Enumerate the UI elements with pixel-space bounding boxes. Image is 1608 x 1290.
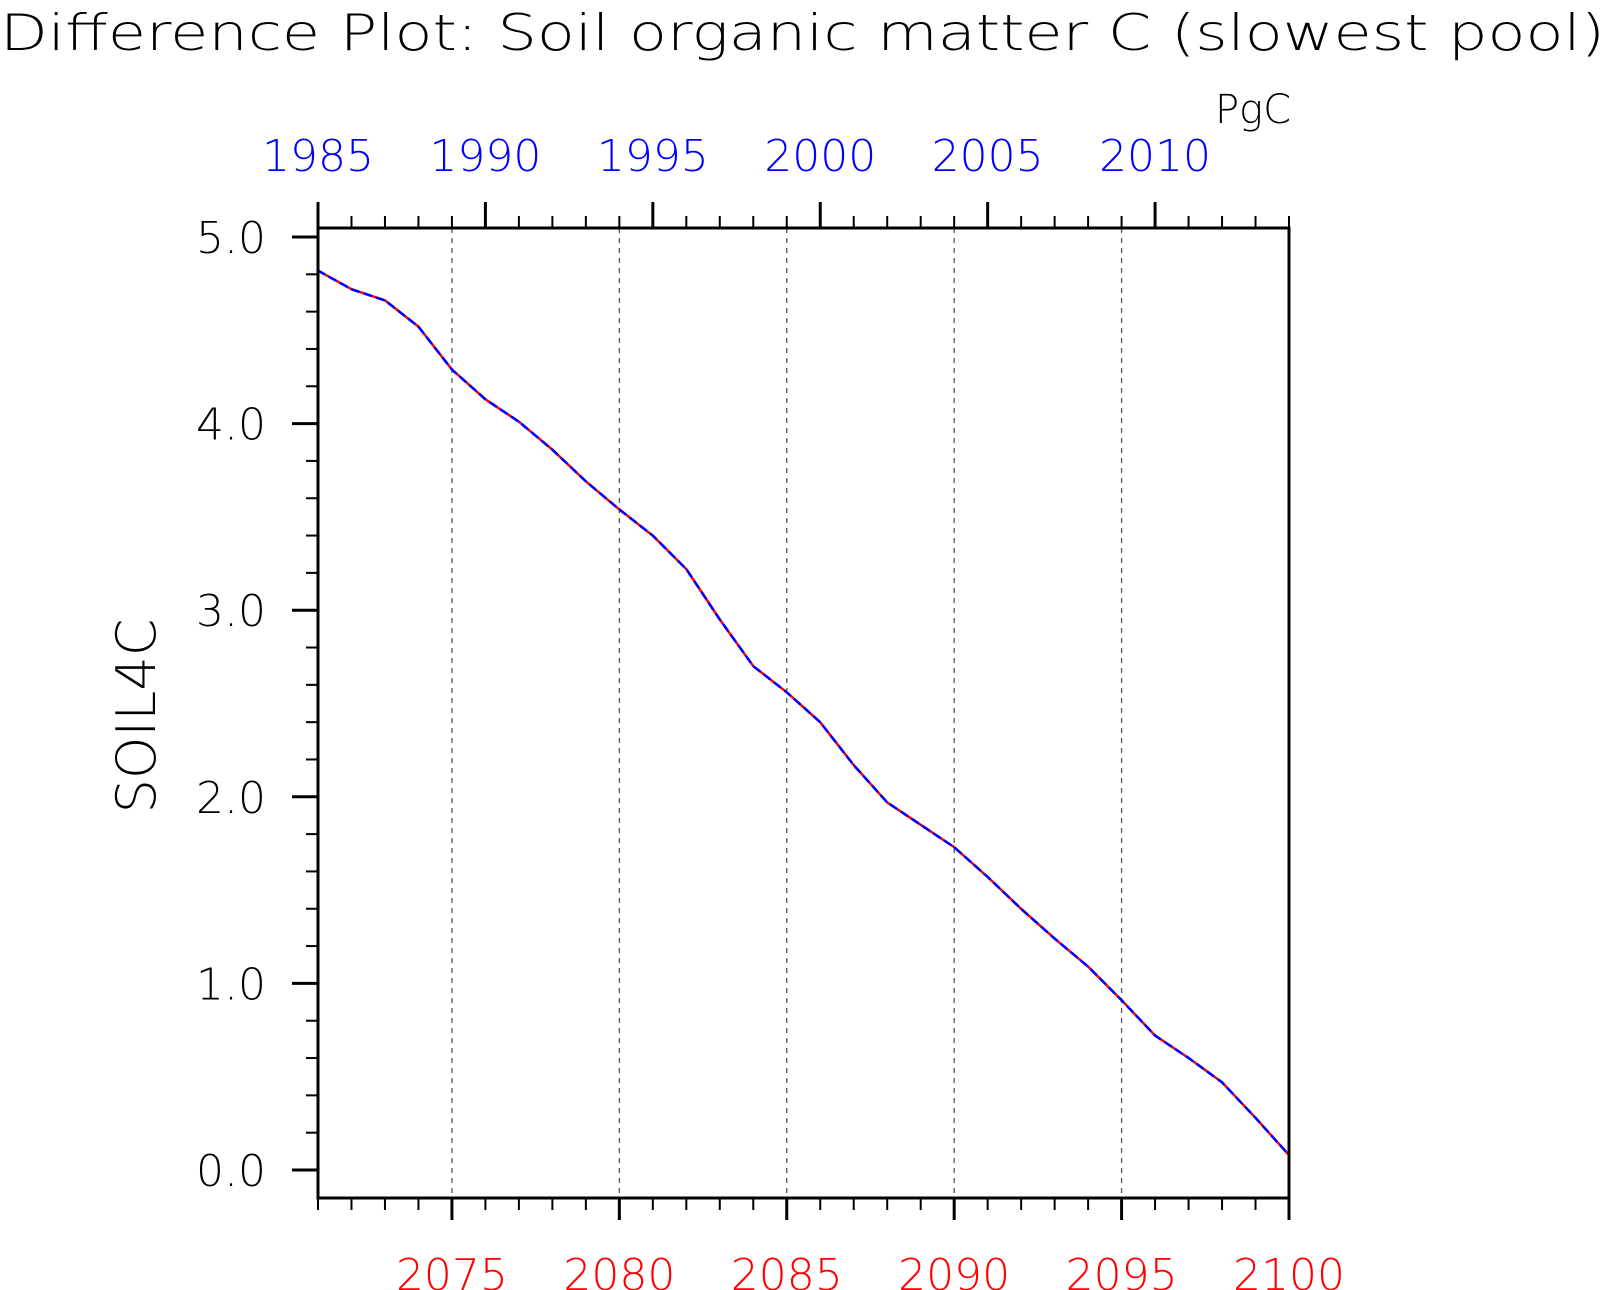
data-point xyxy=(919,824,922,826)
data-point xyxy=(886,801,888,804)
y-tick-label: 1.0 xyxy=(196,959,266,1010)
major-ticks xyxy=(292,202,1291,1220)
data-point xyxy=(1254,1117,1257,1119)
y-tick-label: 3.0 xyxy=(196,586,266,637)
grid-lines xyxy=(451,228,1123,1198)
y-tick-label: 5.0 xyxy=(196,213,266,264)
data-point xyxy=(1053,937,1056,940)
data-point xyxy=(819,721,821,723)
series-layer xyxy=(316,269,1291,1157)
data-point xyxy=(1087,965,1089,968)
bottom-tick-label: 2085 xyxy=(731,1250,843,1290)
data-point xyxy=(585,480,587,483)
data-point xyxy=(752,665,755,667)
bottom-tick-label: 2095 xyxy=(1066,1250,1178,1290)
data-point xyxy=(652,534,654,537)
units-label: PgC xyxy=(1215,87,1291,133)
data-point xyxy=(1154,1034,1156,1037)
data-point xyxy=(1221,1081,1223,1084)
series-line xyxy=(316,269,1291,1157)
top-tick-label: 2010 xyxy=(1099,131,1211,182)
data-point xyxy=(986,876,989,878)
chart-title: Difference Plot: Soil organic matter C (… xyxy=(0,4,1605,62)
y-axis-label: SOIL4C xyxy=(105,619,168,814)
data-point xyxy=(518,420,520,423)
bottom-axis-tick-labels: 2075 2080 2085 2090 2095 2100 xyxy=(396,1250,1345,1290)
data-point xyxy=(451,368,453,371)
data-point xyxy=(685,568,688,570)
bottom-tick-label: 2100 xyxy=(1233,1250,1345,1290)
data-point xyxy=(618,508,621,511)
series-line xyxy=(316,269,1291,1157)
bottom-tick-label: 2090 xyxy=(898,1250,1010,1290)
top-tick-label: 2005 xyxy=(932,131,1044,182)
top-tick-label: 1990 xyxy=(429,131,541,182)
plot-frame xyxy=(316,226,1291,1200)
minor-ticks xyxy=(306,216,1290,1210)
top-axis-tick-labels: 1985 1990 1995 2000 2005 2010 xyxy=(262,131,1211,182)
data-point xyxy=(417,325,420,328)
data-point xyxy=(384,299,386,302)
top-tick-label: 1985 xyxy=(262,131,374,182)
data-point xyxy=(719,618,721,621)
data-point xyxy=(1020,908,1022,910)
bottom-tick-label: 2080 xyxy=(563,1250,675,1290)
data-point xyxy=(551,448,554,451)
y-tick-labels: 0.0 1.0 2.0 3.0 4.0 5.0 xyxy=(196,213,266,1197)
data-point xyxy=(350,288,353,291)
top-tick-label: 1995 xyxy=(597,131,709,182)
data-point xyxy=(1187,1057,1190,1059)
top-tick-label: 2000 xyxy=(764,131,876,182)
y-tick-label: 0.0 xyxy=(196,1146,266,1197)
data-point xyxy=(953,846,955,848)
y-tick-label: 4.0 xyxy=(196,400,266,451)
data-point xyxy=(1120,999,1123,1001)
bottom-tick-label: 2075 xyxy=(396,1250,508,1290)
data-point xyxy=(484,398,487,401)
y-tick-label: 2.0 xyxy=(196,773,266,824)
data-point xyxy=(852,764,855,766)
data-point xyxy=(786,691,788,694)
